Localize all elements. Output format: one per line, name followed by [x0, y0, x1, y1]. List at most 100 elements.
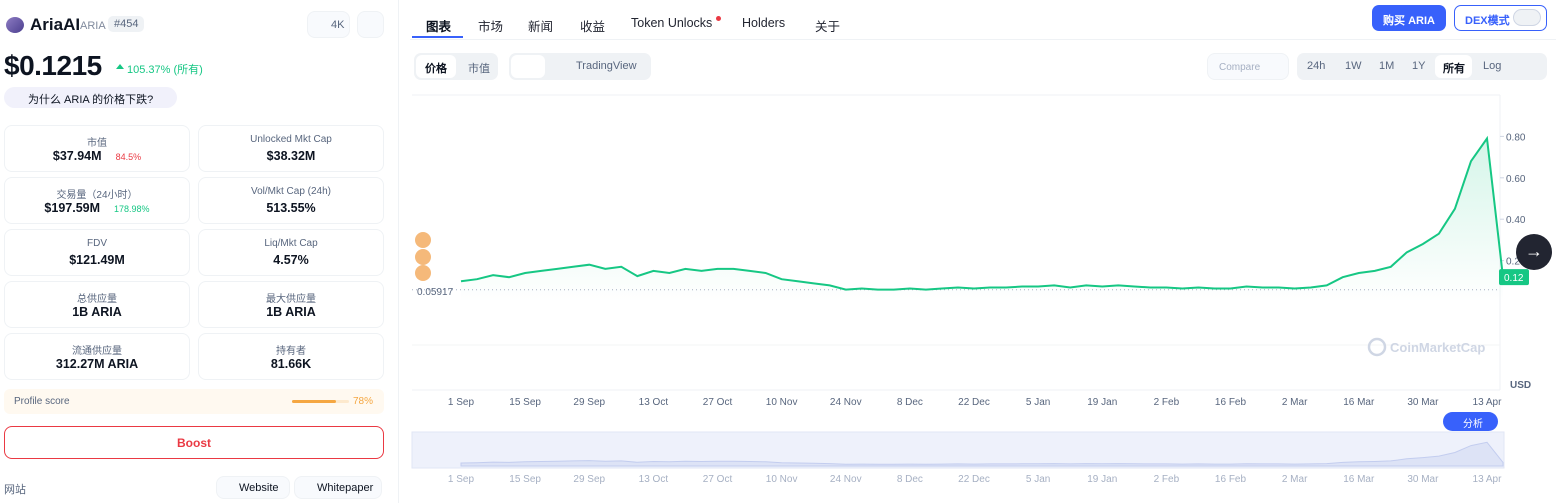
stat-value: 312.27M ARIA [5, 357, 189, 371]
navigator-tick-label: 30 Mar [1407, 474, 1439, 485]
range-option[interactable]: 24h [1307, 60, 1326, 72]
navigator-tick-label: 22 Dec [958, 474, 990, 485]
tab[interactable]: Holders [742, 16, 786, 30]
website-button[interactable]: Website [216, 476, 290, 499]
buy-button[interactable]: 购买 ARIA [1372, 5, 1446, 31]
watchlist-button[interactable]: 4K [307, 11, 350, 38]
range-active [1435, 55, 1472, 78]
boost-button[interactable]: Boost [4, 426, 384, 459]
stat-change: 84.5% [115, 152, 142, 162]
coin-name: AriaAI [30, 15, 81, 34]
stat-value-text: $38.32M [266, 149, 316, 163]
settings-button[interactable] [1522, 58, 1538, 74]
panel-divider [398, 0, 399, 503]
watermark: CoinMarketCap [1390, 340, 1485, 355]
range-option[interactable]: 1Y [1412, 60, 1426, 72]
tab[interactable]: 市场 [478, 20, 504, 34]
compare-select[interactable]: Compare [1207, 53, 1289, 80]
whitepaper-button[interactable]: Whitepaper [294, 476, 382, 499]
toggle-option[interactable]: 价格 [425, 63, 447, 75]
price-area [461, 138, 1504, 302]
navigator-tick-label: 19 Jan [1087, 474, 1117, 485]
x-tick-label: 27 Oct [703, 397, 733, 408]
stat-label: 流通供应量 [72, 346, 122, 357]
navigator-tick-label: 2 Mar [1282, 474, 1308, 485]
event-marker [415, 232, 431, 248]
range-option[interactable]: 1W [1345, 60, 1362, 72]
stat-change: 178.98% [114, 204, 150, 214]
watermark-logo [1367, 337, 1387, 357]
stat-value: 81.66K [199, 357, 383, 371]
x-tick-label: 19 Jan [1087, 397, 1117, 408]
tab[interactable]: 新闻 [528, 20, 554, 34]
stat-value-text: 81.66K [270, 357, 312, 371]
rank-badge: #454 [108, 16, 145, 32]
range-option[interactable]: 1M [1379, 60, 1395, 72]
stat-label: 最大供应量 [266, 294, 316, 305]
logo [6, 17, 24, 33]
navigator-tick-label: 27 Oct [703, 474, 733, 485]
navigator-tick-label: 1 Sep [448, 474, 475, 485]
x-tick-label: 13 Oct [639, 397, 669, 408]
stat-value-text: $197.59M [44, 201, 101, 215]
stat-value-text: 4.57% [273, 253, 309, 267]
stat-label: 市值 [87, 138, 107, 149]
tabs-divider [410, 39, 1556, 40]
stat-card: Liq/Mkt Cap 4.57% [198, 229, 384, 276]
x-tick-label: 29 Sep [573, 397, 605, 408]
range-option[interactable]: Log [1483, 60, 1502, 72]
tab[interactable]: 收益 [580, 20, 606, 34]
up-arrow [116, 64, 124, 69]
stat-value: $121.49M [5, 253, 189, 267]
why-prompt[interactable]: 为什么 ARIA 的价格下跌? [4, 87, 178, 108]
next-button[interactable]: → [1516, 234, 1552, 270]
stat-value: $197.59M 178.98% [5, 201, 189, 215]
navigator-tick-label: 5 Jan [1026, 474, 1050, 485]
range-option[interactable]: 所有 [1443, 63, 1465, 75]
current-price-tag [1499, 269, 1529, 286]
profile-score-value: 78% [353, 396, 374, 407]
navigator-tick-label: 15 Sep [509, 474, 541, 485]
navigator-tick-label: 2 Feb [1154, 474, 1180, 485]
price: $0.1215 [4, 50, 102, 81]
navigator-tick-label: 29 Sep [573, 474, 605, 485]
stat-label: FDV [87, 238, 107, 249]
stat-label: 持有者 [276, 346, 306, 357]
toggle-option[interactable]: 市值 [468, 63, 490, 75]
x-tick-label: 30 Mar [1407, 397, 1439, 408]
analyze-button[interactable]: 分析 [1443, 412, 1498, 431]
tab[interactable]: Token Unlocks [631, 16, 713, 30]
dex-toggle[interactable]: DEX模式 [1454, 5, 1547, 31]
y-tick-label: 0.60 [1506, 174, 1526, 185]
stat-card: Vol/Mkt Cap (24h) 513.55% [198, 177, 384, 224]
profile-score-label: Profile score [14, 396, 70, 407]
style-active [511, 55, 545, 78]
x-tick-label: 24 Nov [830, 397, 862, 408]
x-tick-label: 5 Jan [1026, 397, 1050, 408]
x-tick-label: 2 Mar [1282, 397, 1308, 408]
current-price-label: 0.12 [1504, 273, 1524, 284]
share-button[interactable] [357, 11, 384, 38]
y-tick-label: 0.80 [1506, 132, 1526, 143]
x-tick-label: 8 Dec [897, 397, 923, 408]
navigator-tick-label: 13 Apr [1473, 474, 1503, 485]
stat-value: $38.32M [199, 149, 383, 163]
tab[interactable]: 图表 [426, 20, 452, 34]
currency-label: USD [1510, 380, 1531, 391]
stat-value: 1B ARIA [5, 305, 189, 319]
navigator-tick-label: 24 Nov [830, 474, 862, 485]
x-tick-label: 16 Mar [1343, 397, 1375, 408]
stat-value-text: $37.94M [52, 149, 102, 163]
stat-card: 持有者 81.66K [198, 333, 384, 380]
profile-score-bar [292, 400, 337, 403]
navigator-tick-label: 13 Oct [639, 474, 669, 485]
reference-label: 0.05917 [417, 287, 454, 298]
stat-value-text: 513.55% [266, 201, 316, 215]
tradingview-option[interactable]: TradingView [576, 60, 637, 72]
dex-switch [1513, 9, 1541, 26]
navigator-tick-label: 16 Feb [1215, 474, 1247, 485]
stat-value-text: 1B ARIA [72, 305, 122, 319]
tab-dot [716, 16, 721, 21]
tab[interactable]: 关于 [815, 20, 841, 34]
